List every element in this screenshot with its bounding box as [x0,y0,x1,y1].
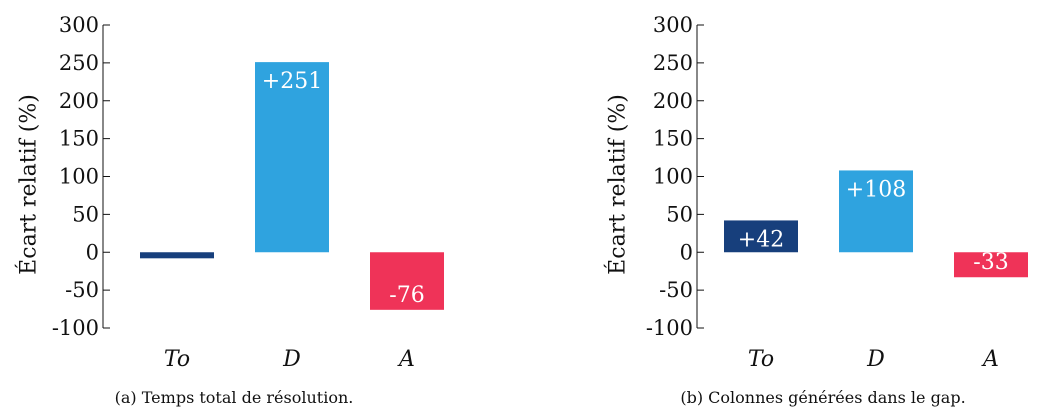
chart-1-bar-to [724,220,798,253]
chart-0-bar-d [255,62,329,253]
chart-0-category-label: D [282,347,301,372]
chart-0-ytick-label: 150 [59,127,99,151]
chart-1-ytick-label: 50 [666,202,693,226]
chart-1-ytick-label: -50 [659,278,693,302]
chart-0-ytick-label: 100 [59,165,99,189]
chart-0-category-label: A [397,347,415,372]
chart-0-category-label: To [164,347,190,372]
chart-1-category-label: A [981,347,999,372]
chart-0-bar-a [370,252,444,310]
chart-1-ytick-label: 200 [653,89,693,113]
chart-0-data-label: +251 [262,69,322,94]
chart-1-category-label: To [748,347,774,372]
chart-1-caption: (b) Colonnes générées dans le gap. [680,388,965,407]
chart-1-ytick-label: 150 [653,127,693,151]
chart-1-ytick-label: -100 [646,316,693,340]
chart-1-category-label: D [866,347,885,372]
chart-1-ytick-label: 250 [653,51,693,75]
chart-0-bar-to [140,252,214,259]
chart-1-ytick-label: 100 [653,165,693,189]
chart-1-bar-d [839,170,913,253]
chart-1-data-label: +42 [738,227,784,252]
chart-1-ytick-label: 0 [680,240,693,264]
chart-1-y-axis-label: Écart relatif (%) [604,94,631,275]
chart-1-ytick-label: 300 [653,13,693,37]
chart-0-ytick-label: 200 [59,89,99,113]
chart-0-caption: (a) Temps total de résolution. [115,388,354,407]
chart-0-ytick-label: 50 [72,202,99,226]
chart-0-data-label: -76 [389,283,424,308]
chart-0-ytick-label: 250 [59,51,99,75]
chart-0-ytick-label: 300 [59,13,99,37]
chart-1-data-label: -33 [973,250,1008,275]
chart-0-data-label: -8 [166,231,187,256]
chart-0-y-axis-label: Écart relatif (%) [15,94,42,275]
chart-0-ytick-label: 0 [86,240,99,264]
chart-1-bar-a [954,252,1028,278]
chart-1-data-label: +108 [846,177,906,202]
chart-0-ytick-label: -50 [65,278,99,302]
chart-0-ytick-label: -100 [52,316,99,340]
